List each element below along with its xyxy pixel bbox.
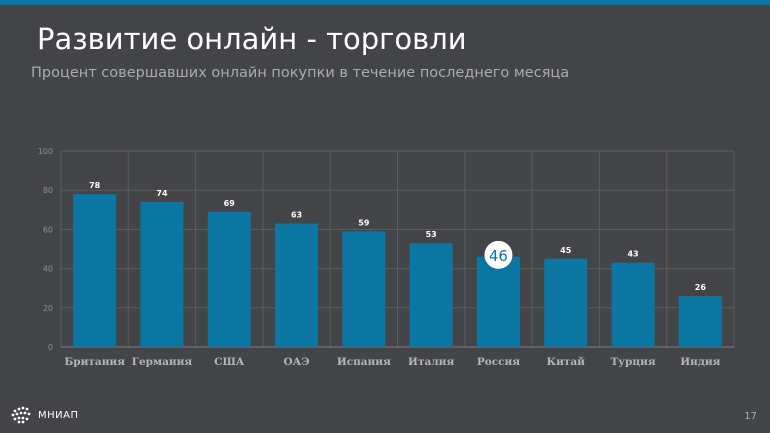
bar bbox=[73, 194, 117, 347]
data-label: 26 bbox=[695, 283, 707, 292]
bar bbox=[476, 256, 520, 347]
y-tick-label: 100 bbox=[38, 147, 53, 156]
x-tick-label: США bbox=[214, 356, 245, 368]
bar bbox=[611, 262, 655, 347]
y-tick-label: 80 bbox=[43, 186, 53, 195]
bar bbox=[140, 201, 184, 347]
data-label: 45 bbox=[560, 246, 572, 255]
y-tick-label: 20 bbox=[43, 304, 53, 313]
x-tick-label: Испания bbox=[337, 356, 391, 368]
top-accent-bar bbox=[0, 0, 770, 5]
bar bbox=[409, 243, 453, 347]
y-tick-label: 0 bbox=[48, 343, 53, 352]
x-tick-label: Турция bbox=[610, 356, 655, 368]
x-tick-label: Германия bbox=[132, 356, 193, 368]
bar bbox=[275, 223, 319, 347]
data-label: 43 bbox=[627, 250, 638, 259]
highlight-value-label: 46 bbox=[489, 247, 508, 265]
logo-text: МНИАП bbox=[38, 410, 79, 421]
page-number: 17 bbox=[744, 411, 757, 422]
data-label: 53 bbox=[426, 230, 437, 239]
chart-labels: 0 20 40 60 80 100 78 Британия 74 Германия 69 США 63 О… bbox=[38, 147, 721, 368]
slide-title: Развитие онлайн - торговли bbox=[37, 22, 467, 56]
bar bbox=[207, 211, 251, 347]
x-tick-label: Британия bbox=[64, 356, 125, 368]
highlight-circle bbox=[484, 240, 513, 269]
x-tick-label: Индия bbox=[680, 356, 720, 368]
slide-subtitle: Процент совершавших онлайн покупки в теч… bbox=[31, 65, 570, 81]
x-tick-label: ОАЭ bbox=[284, 356, 310, 368]
y-tick-label: 40 bbox=[43, 265, 53, 274]
bar bbox=[544, 258, 588, 347]
x-tick-label: Китай bbox=[547, 356, 586, 368]
x-tick-label: Италия bbox=[408, 356, 454, 368]
bar bbox=[342, 231, 386, 347]
bar bbox=[678, 296, 722, 347]
data-label: 59 bbox=[358, 218, 370, 227]
logo-icon bbox=[11, 406, 31, 424]
data-label: 63 bbox=[291, 211, 302, 220]
data-label: 69 bbox=[224, 199, 236, 208]
data-label: 78 bbox=[89, 181, 101, 190]
data-label: 74 bbox=[156, 189, 168, 198]
chart-bars bbox=[73, 194, 722, 347]
x-tick-label: Россия bbox=[477, 356, 520, 368]
y-tick-label: 60 bbox=[43, 225, 53, 234]
